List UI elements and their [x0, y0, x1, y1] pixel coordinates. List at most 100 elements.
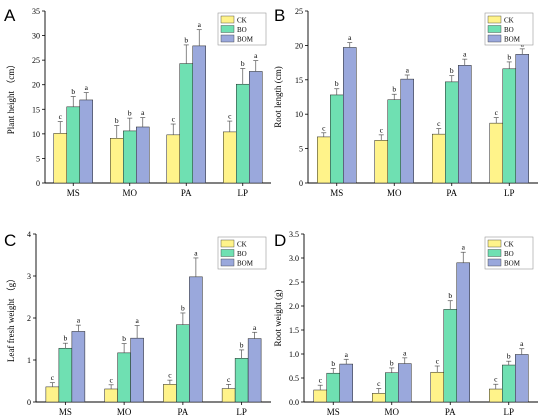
chart-panel-d: D Root weight (g) 0.0 0.5 1.0 1.5 2.0 2.5 3.0 3.5… [273, 230, 538, 417]
bar-bo [117, 352, 131, 403]
bar-ck [104, 388, 118, 403]
bar-bom [249, 71, 263, 184]
x-tick-label: MS [330, 188, 343, 198]
bar-ck [430, 371, 444, 403]
x-tick-label: PA [445, 407, 456, 417]
bar-ck [489, 122, 503, 184]
y-tick-label: 20 [32, 81, 40, 90]
significance-letter: a [345, 350, 349, 359]
y-tick-label: 4 [27, 230, 31, 239]
x-tick-label: MO [387, 188, 402, 198]
significance-letter: b [241, 59, 245, 68]
bar-bom [136, 126, 150, 184]
bar-ck [221, 388, 236, 403]
bar-bom [71, 331, 86, 403]
bar-ck [223, 131, 237, 184]
y-tick-label: 25 [295, 7, 303, 16]
bar-bom [458, 65, 472, 184]
x-tick-label: PA [178, 407, 189, 417]
y-axis-label: Plant height （cm） [6, 60, 16, 135]
legend-swatch-ck [487, 239, 502, 248]
significance-letter: a [194, 248, 198, 257]
significance-letter: b [507, 52, 511, 61]
significance-letter: b [507, 352, 511, 361]
bar-bom [247, 338, 262, 403]
bar-bo [179, 63, 193, 184]
bar-bo [385, 372, 399, 403]
y-tick-label: 3.5 [289, 230, 299, 239]
bar-bom [189, 276, 203, 403]
bar-bo [445, 81, 459, 184]
bar-bo [443, 309, 457, 403]
legend-swatch-bom [487, 34, 502, 43]
x-tick-label: MO [117, 407, 132, 417]
legend-label: BO [504, 26, 514, 34]
significance-letter: a [85, 83, 89, 92]
significance-letter: c [380, 125, 384, 134]
y-tick-label: 0 [299, 179, 303, 188]
significance-letter: a [135, 316, 139, 325]
significance-letter: a [462, 243, 466, 252]
y-tick-label: 15 [295, 76, 303, 85]
bar-bo [502, 68, 516, 184]
significance-letter: c [168, 371, 172, 380]
y-tick-label: 5 [299, 145, 303, 154]
y-tick-label: 5 [36, 154, 40, 163]
significance-letter: b [184, 35, 188, 44]
y-tick-label: 1 [27, 356, 31, 365]
bar-bom [456, 262, 470, 403]
bar-bo [502, 364, 516, 403]
significance-letter: b [448, 291, 452, 300]
y-tick-label: 20 [295, 41, 303, 50]
bar-ck [166, 134, 180, 184]
significance-letter: b [335, 79, 339, 88]
significance-letter: c [494, 375, 498, 384]
bar-bom [400, 78, 414, 184]
significance-letter: c [436, 357, 440, 366]
bar-bom [515, 354, 529, 403]
bar-bo [234, 358, 249, 403]
y-tick-label: 0.0 [289, 398, 299, 407]
significance-letter: b [71, 87, 75, 96]
significance-letter: b [115, 116, 119, 125]
significance-letter: b [64, 334, 68, 343]
legend-label: BO [237, 250, 247, 258]
panel-letter: B [274, 6, 285, 25]
x-tick-label: MS [327, 407, 340, 417]
y-axis-label: Root length (cm) [273, 66, 283, 128]
bar-bom [192, 45, 206, 184]
bar-bo [387, 99, 401, 184]
y-tick-label: 10 [295, 110, 303, 119]
legend-label: BO [237, 26, 247, 34]
panel-letter: C [4, 231, 16, 250]
significance-letter: a [141, 108, 145, 117]
bar-bo [330, 94, 344, 184]
significance-letter: b [128, 109, 132, 118]
legend-swatch-bo [487, 25, 502, 33]
legend-swatch-ck [220, 239, 235, 248]
bar-bo [326, 372, 340, 403]
x-tick-label: LP [237, 188, 248, 198]
significance-letter: c [228, 112, 232, 121]
significance-letter: a [198, 20, 202, 29]
legend-label: CK [237, 17, 247, 25]
bar-bo [58, 347, 73, 403]
y-tick-label: 30 [32, 32, 40, 41]
significance-letter: b [240, 340, 244, 349]
bar-ck [53, 133, 67, 184]
bar-bo [176, 324, 190, 403]
significance-letter: c [227, 375, 231, 384]
y-tick-label: 1.0 [289, 350, 299, 359]
bar-bo [66, 106, 80, 184]
x-tick-label: LP [503, 407, 514, 417]
significance-letter: a [348, 33, 352, 42]
x-tick-label: PA [181, 188, 192, 198]
significance-letter: a [253, 323, 257, 332]
legend-label: CK [237, 241, 247, 249]
bar-bo [236, 83, 250, 184]
